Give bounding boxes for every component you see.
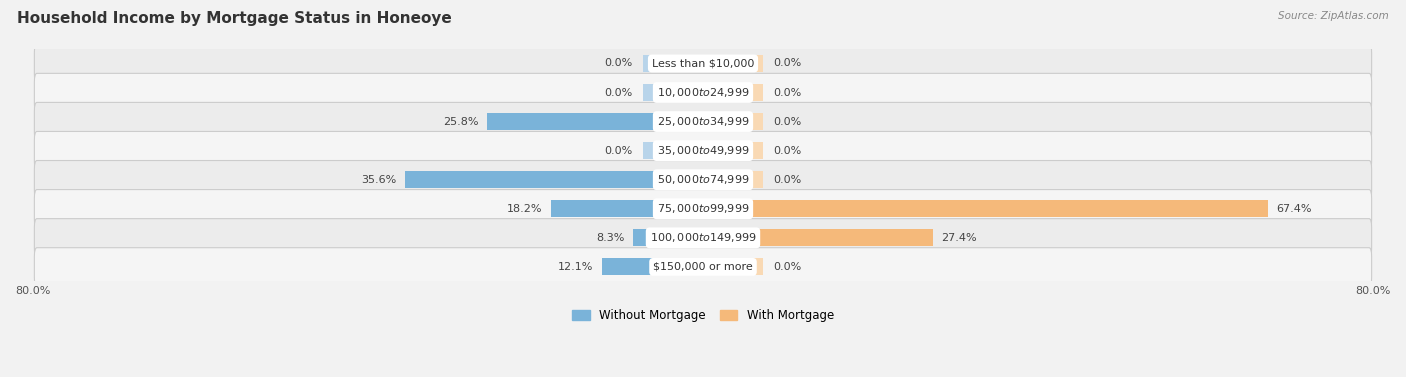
Text: Less than $10,000: Less than $10,000 — [652, 58, 754, 69]
Bar — [703, 113, 763, 130]
Text: 0.0%: 0.0% — [605, 146, 633, 156]
Bar — [486, 113, 703, 130]
Text: 0.0%: 0.0% — [773, 262, 801, 272]
FancyBboxPatch shape — [34, 248, 1372, 286]
FancyBboxPatch shape — [34, 44, 1372, 83]
Bar — [703, 142, 763, 159]
Text: 12.1%: 12.1% — [558, 262, 593, 272]
Bar — [643, 55, 703, 72]
FancyBboxPatch shape — [34, 219, 1372, 257]
Bar — [551, 200, 703, 218]
Text: 18.2%: 18.2% — [506, 204, 543, 214]
Text: 0.0%: 0.0% — [773, 58, 801, 69]
Text: 0.0%: 0.0% — [773, 87, 801, 98]
Text: $35,000 to $49,999: $35,000 to $49,999 — [657, 144, 749, 157]
Text: 27.4%: 27.4% — [941, 233, 977, 243]
FancyBboxPatch shape — [34, 190, 1372, 228]
FancyBboxPatch shape — [34, 103, 1372, 141]
FancyBboxPatch shape — [34, 74, 1372, 112]
Bar — [405, 171, 703, 188]
Text: 0.0%: 0.0% — [605, 58, 633, 69]
Text: $100,000 to $149,999: $100,000 to $149,999 — [650, 231, 756, 244]
Bar — [643, 142, 703, 159]
Text: Source: ZipAtlas.com: Source: ZipAtlas.com — [1278, 11, 1389, 21]
Text: $50,000 to $74,999: $50,000 to $74,999 — [657, 173, 749, 186]
Text: $10,000 to $24,999: $10,000 to $24,999 — [657, 86, 749, 99]
Legend: Without Mortgage, With Mortgage: Without Mortgage, With Mortgage — [567, 304, 839, 326]
Text: 0.0%: 0.0% — [773, 175, 801, 185]
Text: $25,000 to $34,999: $25,000 to $34,999 — [657, 115, 749, 128]
Bar — [703, 84, 763, 101]
Bar — [634, 229, 703, 247]
Text: 0.0%: 0.0% — [773, 116, 801, 127]
Text: 25.8%: 25.8% — [443, 116, 478, 127]
Text: 35.6%: 35.6% — [361, 175, 396, 185]
Bar — [602, 258, 703, 276]
Bar — [703, 258, 763, 276]
Text: 0.0%: 0.0% — [773, 146, 801, 156]
Text: 8.3%: 8.3% — [596, 233, 626, 243]
FancyBboxPatch shape — [34, 132, 1372, 170]
Bar — [703, 200, 1268, 218]
Bar — [703, 171, 763, 188]
FancyBboxPatch shape — [34, 161, 1372, 199]
Text: $75,000 to $99,999: $75,000 to $99,999 — [657, 202, 749, 215]
Text: 67.4%: 67.4% — [1277, 204, 1312, 214]
Bar — [703, 55, 763, 72]
Text: Household Income by Mortgage Status in Honeoye: Household Income by Mortgage Status in H… — [17, 11, 451, 26]
Text: $150,000 or more: $150,000 or more — [654, 262, 752, 272]
Bar — [643, 84, 703, 101]
Text: 0.0%: 0.0% — [605, 87, 633, 98]
Bar — [703, 229, 932, 247]
